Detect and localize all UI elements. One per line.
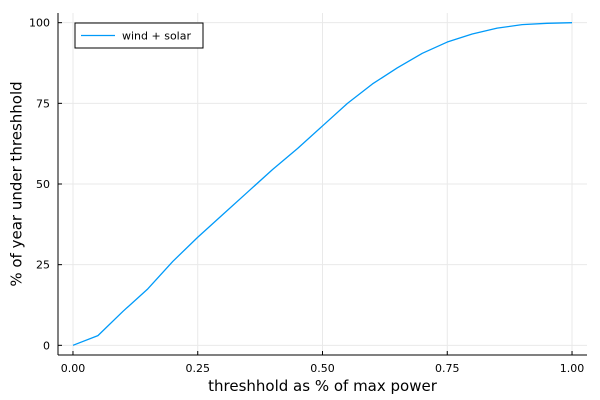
y-tick-label-3: 75 (36, 97, 50, 110)
y-tick-label-2: 50 (36, 178, 50, 191)
y-axis-label: % of year under threshhold (8, 81, 26, 286)
legend: wind + solar (74, 22, 204, 49)
legend-label-wind-solar: wind + solar (122, 30, 191, 43)
y-tick-label-1: 25 (36, 259, 50, 272)
ticks: 0.00 0.25 0.50 0.75 1.00 0 25 50 75 100 (29, 17, 584, 375)
y-tick-label-4: 100 (29, 17, 50, 30)
x-tick-label-1: 0.25 (185, 362, 210, 375)
x-tick-label-0: 0.00 (61, 362, 86, 375)
x-tick-label-2: 0.50 (310, 362, 335, 375)
x-tick-label-4: 1.00 (560, 362, 585, 375)
grid (58, 13, 587, 355)
series-line-0 (72, 22, 573, 346)
series-layer (72, 22, 573, 346)
x-axis-label: threshhold as % of max power (208, 377, 438, 395)
y-tick-label-0: 0 (43, 339, 50, 352)
x-tick-label-3: 0.75 (435, 362, 460, 375)
